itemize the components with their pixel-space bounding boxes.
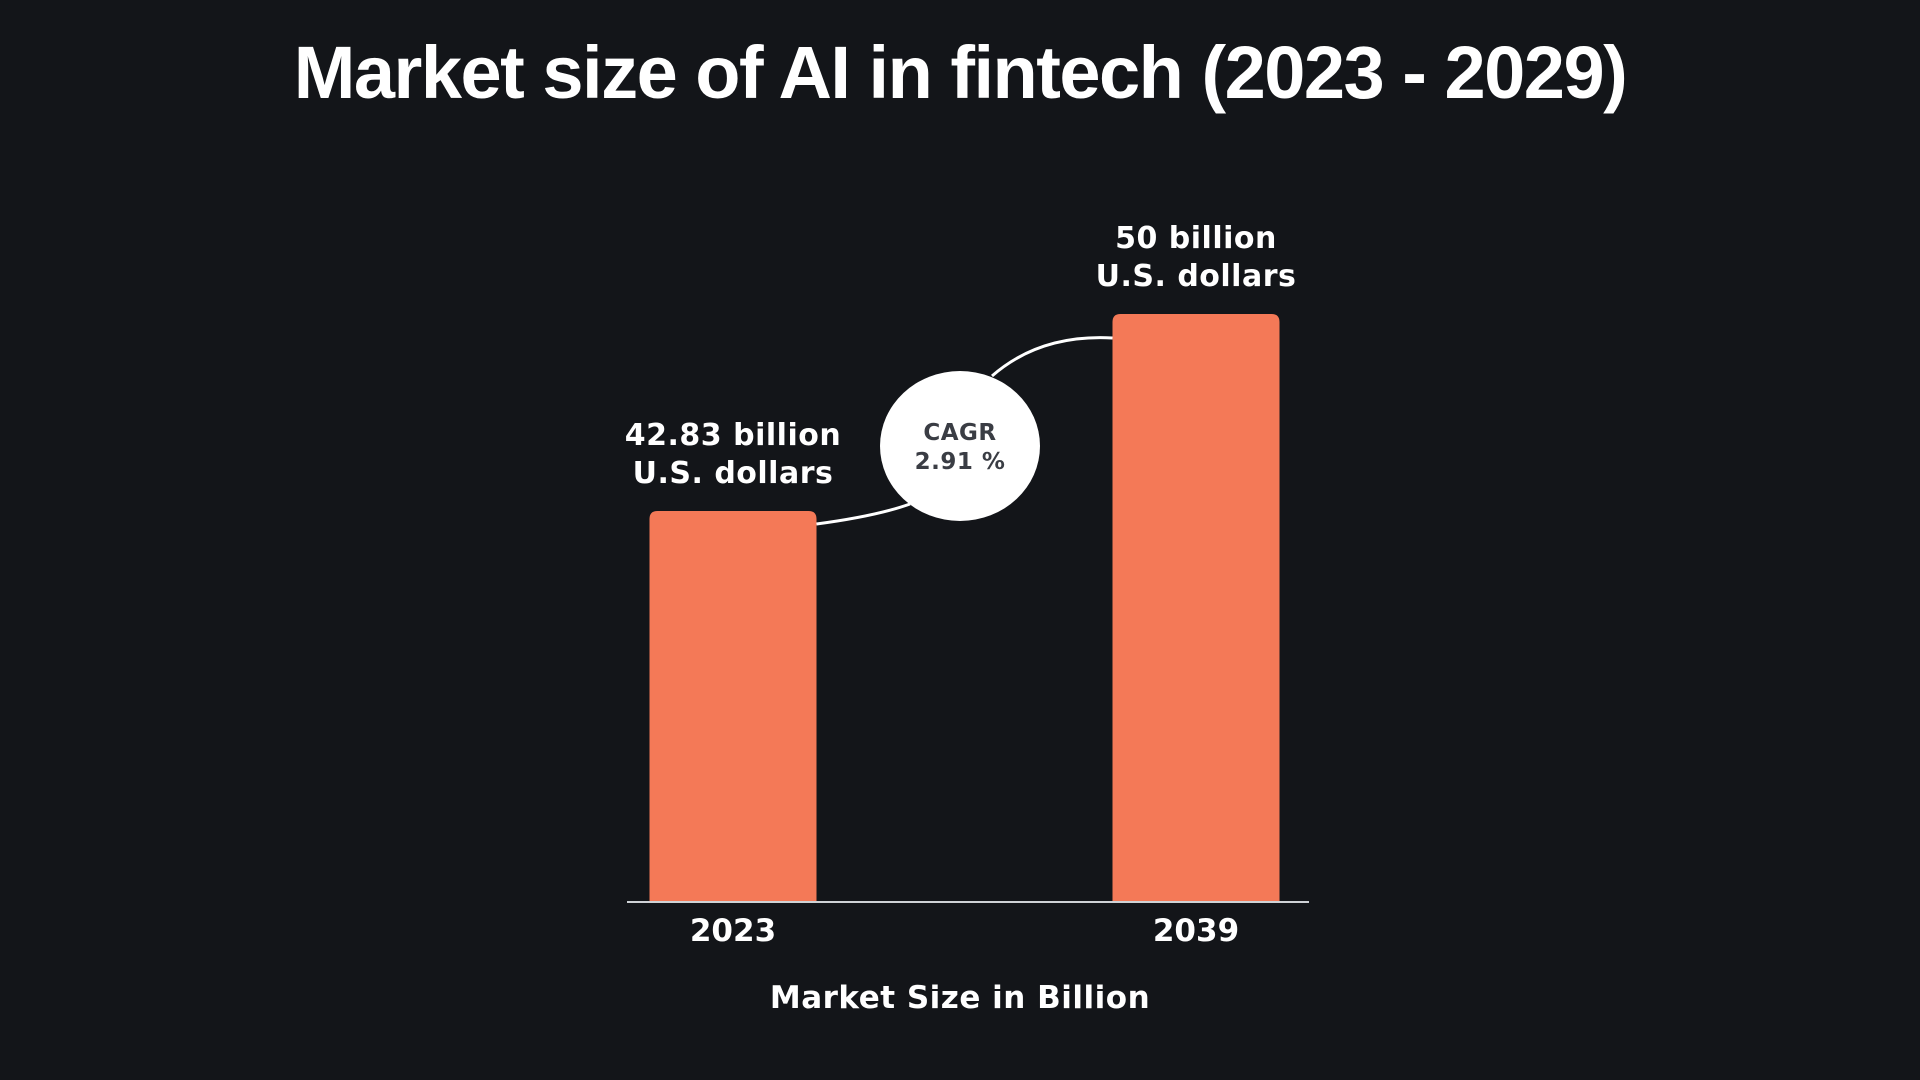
cagr-label: CAGR xyxy=(923,420,996,446)
bar-2023 xyxy=(649,511,817,901)
chart-title: Market size of AI in fintech (2023 - 202… xyxy=(293,31,1628,114)
cagr-connector-right xyxy=(991,336,1113,378)
cagr-connector-left xyxy=(816,502,911,526)
data-label-2039: 50 billion U.S. dollars xyxy=(1096,221,1297,294)
x-tick-2039: 2039 xyxy=(1153,913,1239,949)
bar-2039 xyxy=(1112,314,1280,901)
data-label-2023: 42.83 billion U.S. dollars xyxy=(625,418,841,491)
cagr-badge xyxy=(880,371,1040,521)
cagr-value: 2.91 % xyxy=(915,449,1006,475)
x-tick-2023: 2023 xyxy=(690,913,776,949)
x-axis-title: Market Size in Billion xyxy=(769,980,1151,1016)
